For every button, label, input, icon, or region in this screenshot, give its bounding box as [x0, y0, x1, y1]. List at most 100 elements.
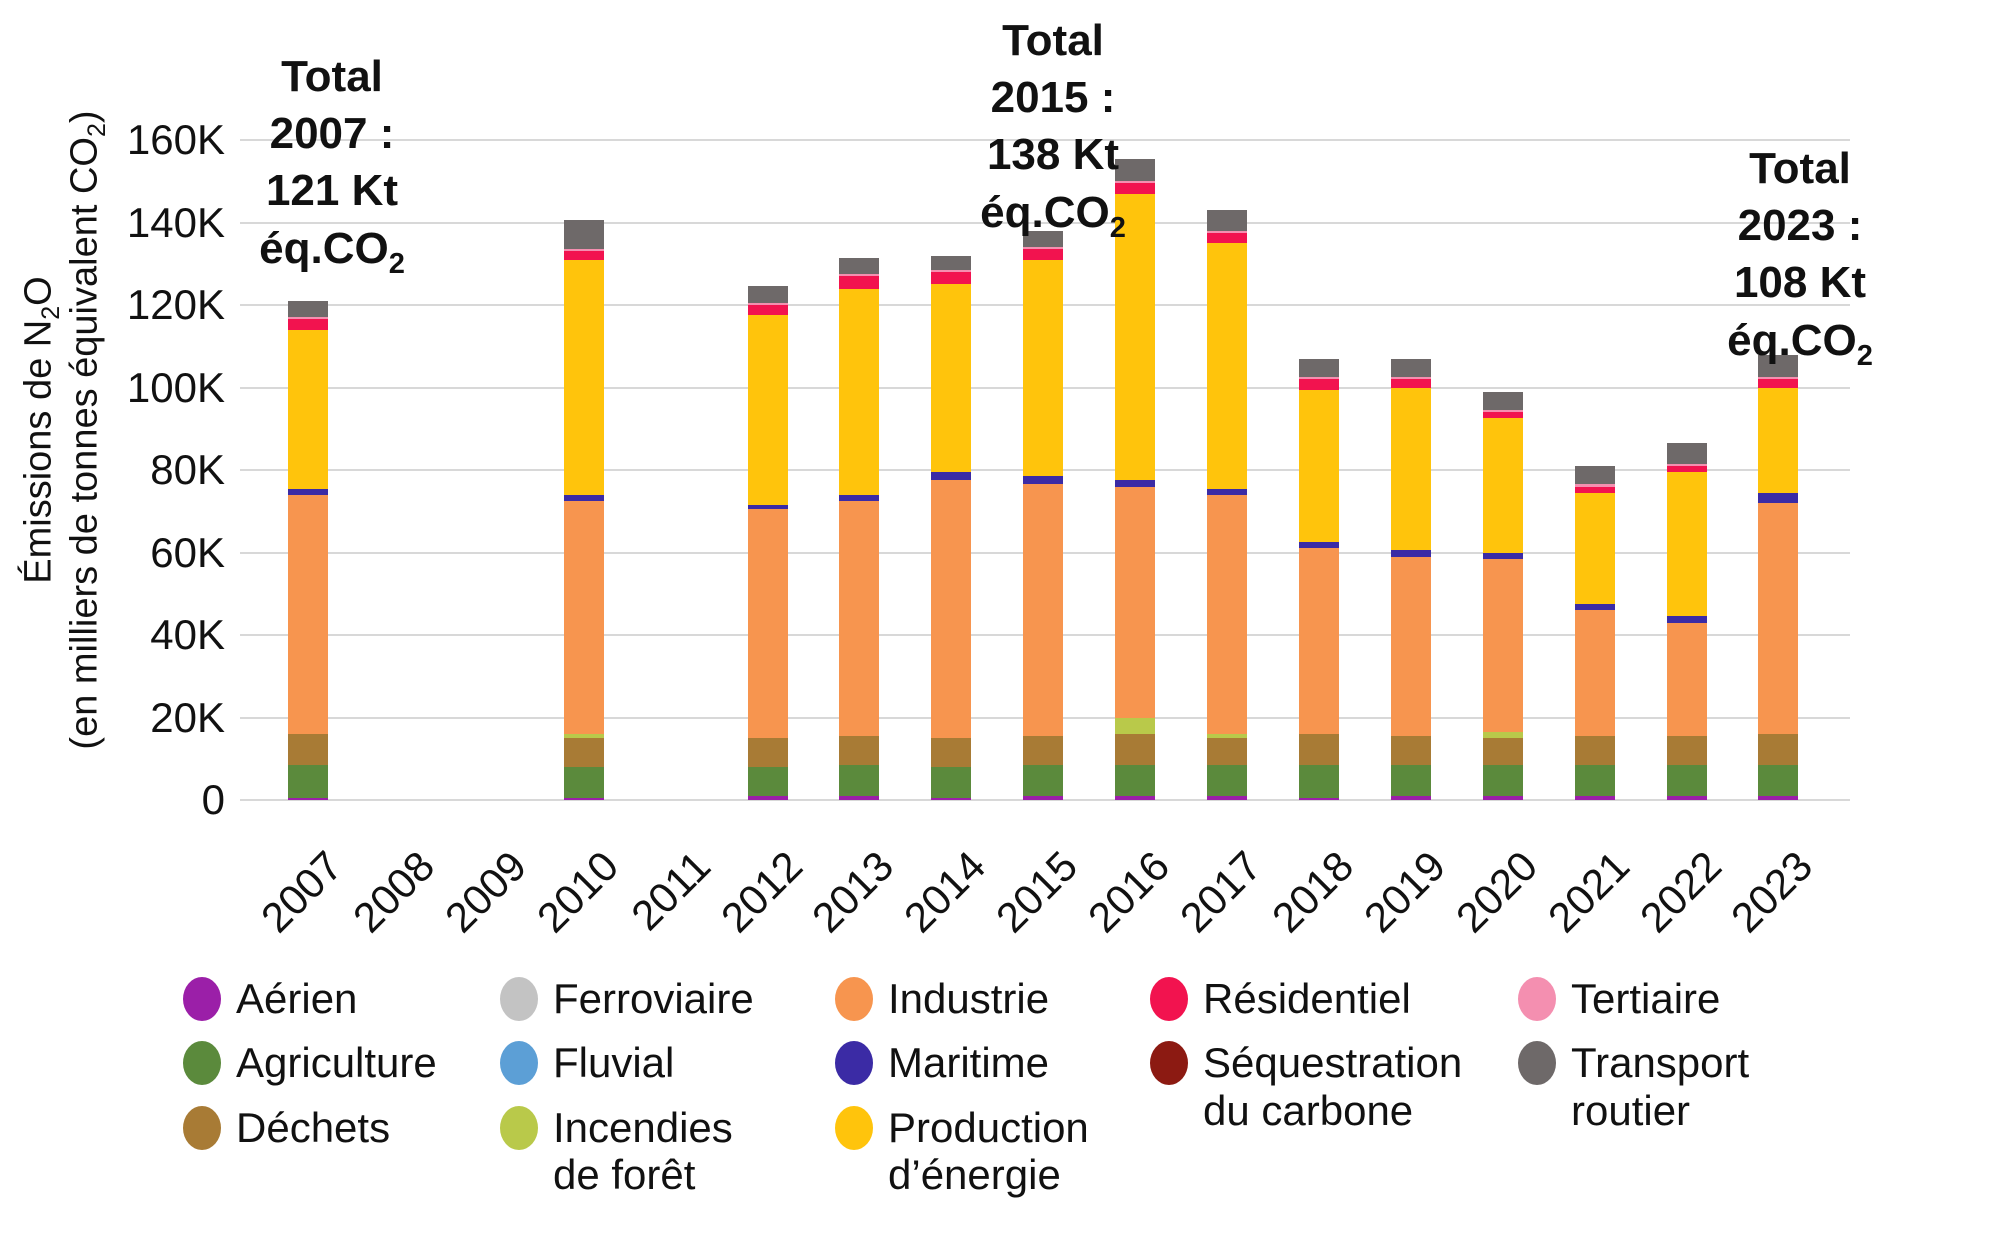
- y-tick-label: 100K: [126, 363, 225, 411]
- legend-label: Maritime: [888, 1039, 1050, 1087]
- bar-segment: [1758, 379, 1799, 388]
- bar-segment: [1207, 243, 1247, 489]
- legend-column: Résidentiel Séquestration du carbone: [1150, 975, 1462, 1134]
- legend-dot: [1518, 1041, 1556, 1086]
- bar-segment: [1023, 736, 1064, 765]
- bar-segment: [747, 286, 788, 303]
- bar-segment: [839, 276, 880, 289]
- bar-segment: [1298, 389, 1339, 543]
- bar-segment: [1207, 738, 1247, 765]
- legend-label: Fluvial: [553, 1039, 675, 1087]
- bar-segment: [839, 764, 880, 796]
- legend-item: Incendies de forêt: [500, 1104, 754, 1199]
- bar-segment: [1298, 548, 1339, 734]
- bar-segment: [1574, 486, 1615, 493]
- legend-item: Déchets: [183, 1104, 437, 1151]
- bar-segment: [288, 329, 328, 489]
- bar-segment: [288, 319, 328, 330]
- bar-segment: [1298, 542, 1339, 549]
- bar-segment: [1482, 552, 1523, 559]
- legend-column: Industrie Maritime Production d’énergie: [835, 975, 1089, 1199]
- bar-segment: [1482, 558, 1523, 732]
- bar-segment: [1298, 764, 1339, 798]
- bar-2021: [1574, 465, 1615, 800]
- bar-segment: [1574, 484, 1615, 487]
- bar-segment: [931, 480, 972, 739]
- bar-2007: [288, 300, 328, 800]
- legend-dot: [500, 1105, 538, 1150]
- bar-segment: [1390, 795, 1431, 800]
- bar-segment: [1023, 230, 1064, 248]
- bar-segment: [1115, 181, 1156, 184]
- bar-segment: [931, 738, 972, 767]
- bar-segment: [288, 300, 328, 318]
- bar-segment: [1298, 377, 1339, 380]
- bar-2016: [1115, 158, 1156, 800]
- bar-segment: [1023, 247, 1064, 250]
- legend-column: Aérien Agriculture Déchets: [183, 975, 437, 1151]
- bar-segment: [747, 315, 788, 506]
- bar-segment: [288, 317, 328, 320]
- y-tick-label: 60K: [150, 528, 225, 576]
- bar-segment: [839, 736, 880, 765]
- bar-segment: [1758, 492, 1799, 503]
- legend-label: Agriculture: [236, 1039, 437, 1087]
- bar-segment: [839, 494, 880, 501]
- bar-segment: [1023, 249, 1064, 260]
- bar-segment: [1390, 358, 1431, 378]
- bar-segment: [1666, 443, 1707, 464]
- y-axis-title-line1: Émissions de N2O: [17, 276, 66, 584]
- bar-2013: [839, 257, 880, 800]
- bar-segment: [1758, 387, 1799, 493]
- bar-segment: [1207, 494, 1247, 734]
- legend-item: Résidentiel: [1150, 975, 1462, 1022]
- legend-item: Aérien: [183, 975, 437, 1022]
- bar-segment: [288, 797, 328, 800]
- bar-segment: [1390, 550, 1431, 557]
- bar-segment: [1298, 734, 1339, 765]
- bar-2023: [1758, 354, 1799, 800]
- bar-segment: [1758, 377, 1799, 380]
- legend-dot: [835, 1041, 873, 1086]
- bar-segment: [1666, 472, 1707, 617]
- bar-segment: [1390, 764, 1431, 796]
- y-tick-label: 160K: [126, 116, 225, 163]
- legend-label: Déchets: [236, 1103, 391, 1151]
- bar-segment: [1666, 622, 1707, 737]
- bar-2020: [1482, 391, 1523, 800]
- bar-segment: [1574, 604, 1615, 611]
- bar-segment: [1666, 764, 1707, 796]
- bar-segment: [1482, 410, 1523, 413]
- plot-area: [240, 139, 1850, 801]
- y-tick-label: 120K: [126, 281, 225, 328]
- bar-segment: [1390, 387, 1431, 551]
- bar-segment: [1298, 379, 1339, 390]
- legend-label: Résidentiel: [1203, 975, 1411, 1022]
- bar-segment: [747, 505, 788, 510]
- bar-segment: [1207, 232, 1247, 244]
- bar-segment: [1115, 158, 1156, 182]
- bar-segment: [1482, 418, 1523, 553]
- bar-2010: [563, 220, 604, 800]
- bar-segment: [1482, 731, 1523, 739]
- y-tick-label: 80K: [150, 446, 225, 493]
- y-tick-label: 0: [201, 776, 225, 823]
- bar-segment: [1023, 484, 1064, 737]
- bar-segment: [1207, 764, 1247, 796]
- bar-segment: [1758, 795, 1799, 800]
- bar-segment: [563, 249, 604, 252]
- bar-segment: [1298, 797, 1339, 800]
- gridline: [240, 139, 1850, 141]
- bar-segment: [288, 764, 328, 798]
- bar-segment: [931, 269, 972, 272]
- bar-2014: [931, 255, 972, 800]
- bar-segment: [1115, 795, 1156, 800]
- total-annotation-2007: Total 2007 :121 Kt éq.CO2: [259, 52, 405, 280]
- total-annotation-2023: Total 2023 :108 Kt éq.CO2: [1727, 144, 1873, 372]
- bar-segment: [839, 274, 880, 277]
- bar-segment: [1574, 795, 1615, 800]
- bar-segment: [1666, 463, 1707, 466]
- legend-label: Industrie: [888, 975, 1050, 1022]
- bar-segment: [1574, 764, 1615, 796]
- bar-segment: [747, 305, 788, 316]
